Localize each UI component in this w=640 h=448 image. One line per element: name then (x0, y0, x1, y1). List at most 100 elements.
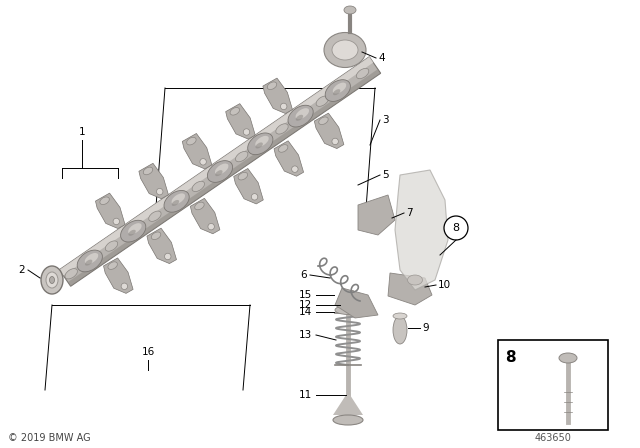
Text: 11: 11 (299, 390, 312, 400)
Circle shape (243, 129, 250, 135)
Ellipse shape (348, 290, 356, 300)
Ellipse shape (248, 133, 273, 155)
Ellipse shape (195, 202, 204, 210)
Ellipse shape (49, 276, 54, 284)
Text: 8: 8 (452, 223, 460, 233)
Polygon shape (139, 164, 168, 199)
Ellipse shape (143, 167, 153, 175)
Text: 14: 14 (299, 307, 312, 317)
Circle shape (157, 189, 163, 195)
Polygon shape (95, 193, 125, 228)
Circle shape (332, 138, 339, 145)
Ellipse shape (148, 211, 161, 221)
Ellipse shape (324, 33, 366, 68)
Text: 4: 4 (378, 53, 385, 63)
Polygon shape (335, 288, 378, 318)
Bar (498, 340, 608, 430)
Polygon shape (226, 103, 255, 139)
Circle shape (200, 159, 206, 165)
Ellipse shape (255, 136, 269, 147)
Ellipse shape (332, 40, 358, 60)
Circle shape (164, 253, 171, 260)
Ellipse shape (128, 223, 141, 234)
Ellipse shape (319, 117, 328, 125)
Ellipse shape (344, 6, 356, 14)
Polygon shape (60, 57, 373, 276)
Circle shape (292, 166, 298, 172)
Text: 5: 5 (382, 170, 388, 180)
Ellipse shape (46, 272, 58, 288)
Text: 16: 16 (141, 347, 155, 357)
Polygon shape (274, 141, 303, 176)
Ellipse shape (77, 250, 102, 272)
Circle shape (252, 194, 258, 200)
Ellipse shape (236, 151, 248, 162)
Ellipse shape (215, 164, 228, 175)
Ellipse shape (333, 415, 363, 425)
Ellipse shape (129, 230, 136, 236)
Polygon shape (395, 170, 448, 290)
Ellipse shape (333, 82, 346, 94)
Polygon shape (182, 134, 212, 169)
Polygon shape (333, 395, 363, 415)
Ellipse shape (393, 316, 407, 344)
Polygon shape (190, 198, 220, 234)
Ellipse shape (559, 353, 577, 363)
Ellipse shape (325, 80, 351, 101)
Text: © 2019 BMW AG: © 2019 BMW AG (8, 433, 91, 443)
Ellipse shape (84, 253, 99, 264)
Ellipse shape (278, 145, 288, 152)
Text: 15: 15 (299, 290, 312, 300)
Ellipse shape (288, 105, 313, 127)
Ellipse shape (356, 69, 369, 79)
Ellipse shape (215, 170, 223, 176)
Text: 6: 6 (300, 270, 307, 280)
Text: 8: 8 (505, 350, 515, 366)
Text: 1: 1 (79, 127, 85, 137)
Ellipse shape (268, 82, 276, 90)
Text: 2: 2 (19, 265, 26, 275)
Text: 12: 12 (299, 300, 312, 310)
Ellipse shape (230, 108, 239, 115)
Polygon shape (263, 78, 292, 113)
Polygon shape (68, 69, 381, 286)
Ellipse shape (108, 262, 117, 269)
Text: 10: 10 (438, 280, 451, 290)
Ellipse shape (172, 200, 179, 206)
Circle shape (113, 218, 120, 224)
Ellipse shape (340, 298, 356, 308)
Text: 3: 3 (382, 115, 388, 125)
Text: 13: 13 (299, 330, 312, 340)
Ellipse shape (41, 266, 63, 294)
Text: 7: 7 (406, 208, 413, 218)
Ellipse shape (207, 161, 232, 182)
Text: 9: 9 (422, 323, 429, 333)
Polygon shape (60, 57, 381, 286)
Polygon shape (234, 168, 263, 204)
Polygon shape (388, 273, 432, 305)
Polygon shape (314, 113, 344, 149)
Ellipse shape (164, 190, 189, 212)
Ellipse shape (85, 259, 92, 266)
Ellipse shape (120, 220, 146, 242)
Ellipse shape (333, 89, 340, 95)
Ellipse shape (408, 275, 422, 285)
Ellipse shape (106, 241, 118, 251)
Ellipse shape (187, 138, 196, 145)
Polygon shape (147, 228, 177, 263)
Ellipse shape (100, 197, 109, 205)
Ellipse shape (172, 194, 185, 204)
Polygon shape (358, 195, 395, 235)
Polygon shape (104, 258, 133, 293)
Ellipse shape (316, 96, 328, 106)
Ellipse shape (65, 269, 77, 279)
Circle shape (208, 224, 214, 230)
Ellipse shape (393, 313, 407, 319)
Circle shape (444, 216, 468, 240)
Ellipse shape (192, 181, 205, 192)
Circle shape (121, 283, 127, 289)
Ellipse shape (296, 115, 303, 121)
Text: 463650: 463650 (534, 433, 572, 443)
Ellipse shape (151, 232, 161, 240)
Circle shape (280, 103, 287, 110)
